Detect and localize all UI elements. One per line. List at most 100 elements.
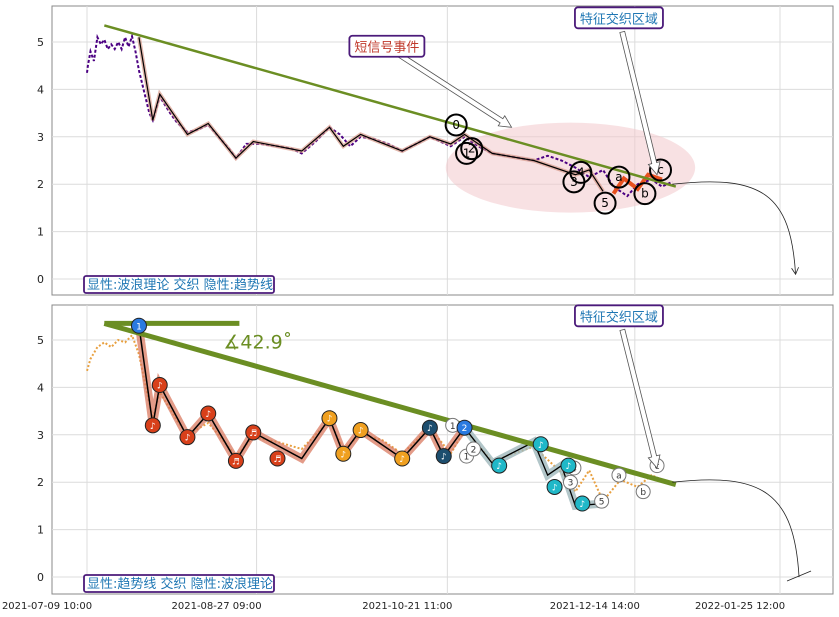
wave-label-circle	[607, 165, 631, 189]
wave-line	[138, 325, 466, 463]
wave-label-circle	[465, 441, 481, 457]
wave-dot	[227, 452, 244, 469]
angle-label: ∡42.9˚	[223, 331, 292, 353]
wave-dot-label: ♪	[566, 462, 572, 472]
y-tick-label: 4	[37, 83, 44, 96]
x-tick-label: 2022-01-25 12:00	[695, 601, 785, 612]
wave-dot	[335, 445, 352, 462]
panel-legend-box	[83, 275, 275, 294]
panel-legend-text: 显性:趋势线 交织 隐性:波浪理论	[87, 576, 273, 592]
wave-dot-label: ♪	[496, 462, 502, 472]
wave-dot	[421, 419, 438, 436]
wave-dot	[144, 417, 161, 434]
wave-label-text: 2	[471, 446, 477, 456]
wave-label-text: a	[616, 472, 622, 482]
wave-dot-label: ♪	[340, 450, 346, 460]
callout-box	[574, 6, 664, 30]
wave-label-text: 2	[468, 142, 476, 156]
wave-dot-label: ♪	[327, 415, 333, 425]
wave-dot-label: 2	[462, 424, 468, 434]
wave-dot	[352, 422, 369, 439]
wave-dot	[130, 317, 147, 334]
wave-label-circle	[569, 160, 593, 184]
y-tick-label: 0	[37, 273, 44, 286]
callout-text: 特征交织区域	[580, 309, 658, 325]
wave-dot-label: ♬	[273, 455, 281, 465]
wave-dot	[491, 457, 508, 474]
wave-label-text: c	[657, 163, 664, 177]
wave-dot	[269, 450, 286, 467]
projection-curve	[672, 479, 800, 578]
wave-dot-label: ♪	[538, 441, 544, 451]
wave-label-circle	[611, 467, 627, 483]
y-tick-label: 4	[37, 381, 44, 394]
wave-label-circle	[633, 182, 657, 206]
wave-label-text: 0	[452, 118, 460, 132]
wave-line	[138, 37, 604, 192]
y-tick-label: 2	[37, 476, 44, 489]
projection-arrowhead	[791, 267, 799, 276]
wave-label-text: 1	[463, 146, 471, 160]
wave-label-text: 1	[450, 422, 456, 432]
y-tick-label: 3	[37, 429, 44, 442]
wave-label-circle	[635, 484, 651, 500]
wave-label-text: b	[641, 187, 649, 201]
wave-label-text: a	[615, 170, 622, 184]
wave-dot	[560, 457, 577, 474]
wave-dot-label: ♪	[427, 424, 433, 434]
wave-dot-label: ♪	[185, 434, 191, 444]
callout-arrow	[619, 328, 661, 469]
wave-dot	[532, 436, 549, 453]
wave-label-circle	[455, 141, 479, 165]
wave-label-text: 3	[570, 175, 578, 189]
wave-dot	[151, 377, 168, 394]
wave-dot-label: ♪	[358, 427, 364, 437]
projection-curve	[672, 181, 796, 275]
wave-dot	[200, 405, 217, 422]
wave-dot-label: 1	[136, 322, 142, 332]
wave-label-circle	[594, 493, 610, 509]
wave-dot-label: ♪	[552, 483, 558, 493]
x-tick-label: 2021-07-09 10:00	[2, 601, 92, 612]
y-tick-label: 5	[37, 334, 44, 347]
wave-dot-label: ♪	[150, 422, 156, 432]
wave-dot-label: ♪	[441, 453, 447, 463]
callout-box	[574, 304, 664, 328]
wave-label-circle	[562, 474, 578, 490]
wave-dot	[394, 450, 411, 467]
wave-dot-label: ♪	[579, 500, 585, 510]
x-axis: 2021-07-09 10:00 2021-08-27 09:00 2021-10-…	[2, 601, 785, 612]
x-tick-label: 2021-08-27 09:00	[172, 601, 262, 612]
wave-dot	[179, 429, 196, 446]
wave-label-text: 4	[577, 165, 585, 179]
wave-dot	[435, 448, 452, 465]
trend-line	[103, 24, 677, 188]
y-tick-label: 5	[37, 36, 44, 49]
price-line	[86, 333, 663, 504]
plot-frame	[51, 5, 834, 296]
wave-label-text: 1	[464, 453, 470, 463]
callout-text: 短信号事件	[354, 41, 419, 56]
callout-arrow	[396, 51, 513, 128]
wave-dot-label: ♪	[399, 455, 405, 465]
y-tick-label: 3	[37, 131, 44, 144]
wave-dot	[245, 424, 262, 441]
wave-label-text: 5	[599, 498, 605, 508]
wave-label-text: 5	[601, 196, 609, 210]
wave-dot	[321, 410, 338, 427]
x-tick-label: 2021-10-21 11:00	[362, 601, 452, 612]
panel-legend-box	[83, 574, 275, 593]
wave-dot-label: ♪	[205, 410, 211, 420]
wave-dot-label: ♬	[232, 457, 240, 467]
wave-label-circle	[444, 113, 468, 137]
wave-label-text: 3	[568, 479, 574, 489]
wave-dot-label: ♪	[157, 382, 163, 392]
y-tick-label: 1	[37, 524, 44, 537]
wave-label-circle	[460, 137, 484, 161]
wave-label-circle	[593, 191, 617, 215]
callout-arrow	[619, 30, 661, 176]
callout-box	[348, 34, 426, 58]
wave-label-text: b	[640, 488, 646, 498]
wave-dot	[456, 419, 473, 436]
